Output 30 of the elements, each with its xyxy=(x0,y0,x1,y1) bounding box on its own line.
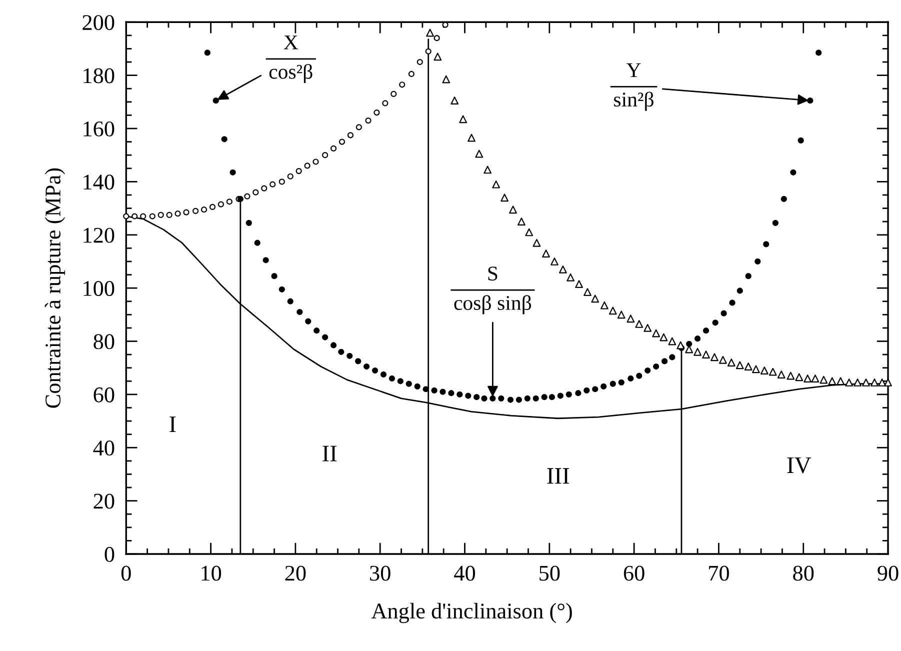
x-tick-label: 30 xyxy=(370,566,390,581)
annotation: II xyxy=(322,446,337,462)
annotation: Y sin²β xyxy=(614,63,654,111)
y-tick-label: 80 xyxy=(94,334,114,350)
x-tick-label: 60 xyxy=(624,566,644,581)
y-tick-label: 40 xyxy=(93,440,114,456)
y-tick-label: 200 xyxy=(82,15,114,30)
y-tick-label: 60 xyxy=(94,387,114,402)
y-tick-label: 160 xyxy=(84,121,114,136)
annotation: IV xyxy=(787,458,812,474)
annotation: X cos²β xyxy=(269,36,312,84)
x-tick-label: 70 xyxy=(709,566,729,581)
x-tick-label: 80 xyxy=(793,566,814,581)
y-axis-title: Contrainte à rupture (MPa) xyxy=(44,168,66,408)
x-tick-label: 10 xyxy=(202,566,222,581)
x-axis-title: Angle d'inclinaison (°) xyxy=(371,602,572,624)
x-tick-label: 20 xyxy=(285,566,306,581)
y-tick-label: 120 xyxy=(84,228,114,243)
annotation: I xyxy=(170,416,176,432)
y-tick-label: 0 xyxy=(104,546,114,562)
y-tick-label: 20 xyxy=(94,494,114,509)
annotation: III xyxy=(547,468,570,484)
x-tick-label: 50 xyxy=(540,566,560,581)
x-tick-label: 40 xyxy=(454,566,476,581)
y-tick-label: 180 xyxy=(84,68,114,84)
y-tick-label: 140 xyxy=(84,174,114,190)
annotation: S cosβ sinβ xyxy=(454,266,532,314)
y-tick-label: 100 xyxy=(84,281,114,296)
x-tick-label: 90 xyxy=(878,566,898,581)
x-tick-label: 0 xyxy=(121,566,131,581)
